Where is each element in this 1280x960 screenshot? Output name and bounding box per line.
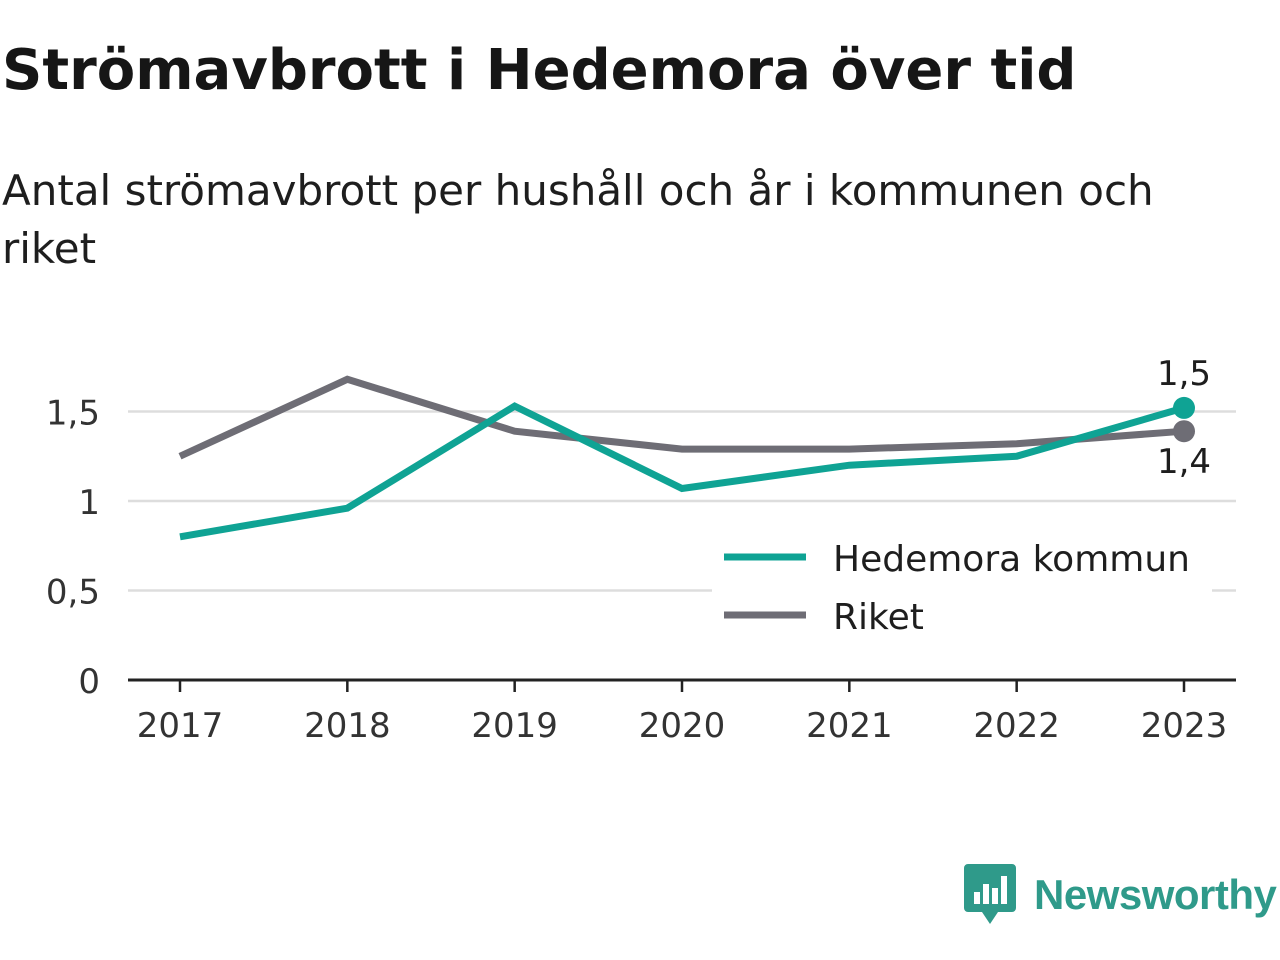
end-point-riket xyxy=(1173,420,1195,443)
legend-background xyxy=(712,535,1212,645)
series-line-riket xyxy=(178,375,1185,460)
chart-title: Strömavbrott i Hedemora över tid xyxy=(2,38,1077,103)
x-tick-label: 2018 xyxy=(304,706,391,746)
legend-label-riket: Riket xyxy=(833,597,924,638)
y-tick-label: 0,5 xyxy=(46,573,100,613)
brand-name: Newsworthy xyxy=(1034,871,1277,918)
x-tick-label: 2017 xyxy=(137,706,224,746)
y-tick-label: 1,5 xyxy=(46,394,100,434)
y-tick-labels: 0 0,5 1 1,5 xyxy=(46,394,100,703)
newsworthy-logo-icon xyxy=(964,864,1016,924)
x-tick-label: 2020 xyxy=(639,706,726,746)
legend: Hedemora kommun Riket xyxy=(712,535,1212,645)
series-line-hedemora xyxy=(179,402,1185,541)
series-layer xyxy=(178,375,1195,541)
end-label-hedemora: 1,5 xyxy=(1157,354,1211,394)
x-tick-label: 2023 xyxy=(1141,706,1228,746)
brand[interactable]: Newsworthy xyxy=(964,864,1277,926)
legend-label-hedemora: Hedemora kommun xyxy=(833,539,1190,580)
x-axis: 2017 2018 2019 2020 2021 2022 2023 xyxy=(128,678,1236,746)
chart-subtitle: Antal strömavbrott per hushåll och år i … xyxy=(2,166,1154,273)
end-point-hedemora xyxy=(1173,396,1195,419)
x-tick-label: 2021 xyxy=(806,706,893,746)
end-labels: 1,5 1,4 xyxy=(1157,354,1211,482)
end-label-riket: 1,4 xyxy=(1157,442,1211,482)
x-tick-label: 2022 xyxy=(973,706,1060,746)
y-tick-label: 0 xyxy=(78,662,100,702)
y-tick-label: 1 xyxy=(78,483,100,523)
x-tick-label: 2019 xyxy=(471,706,558,746)
